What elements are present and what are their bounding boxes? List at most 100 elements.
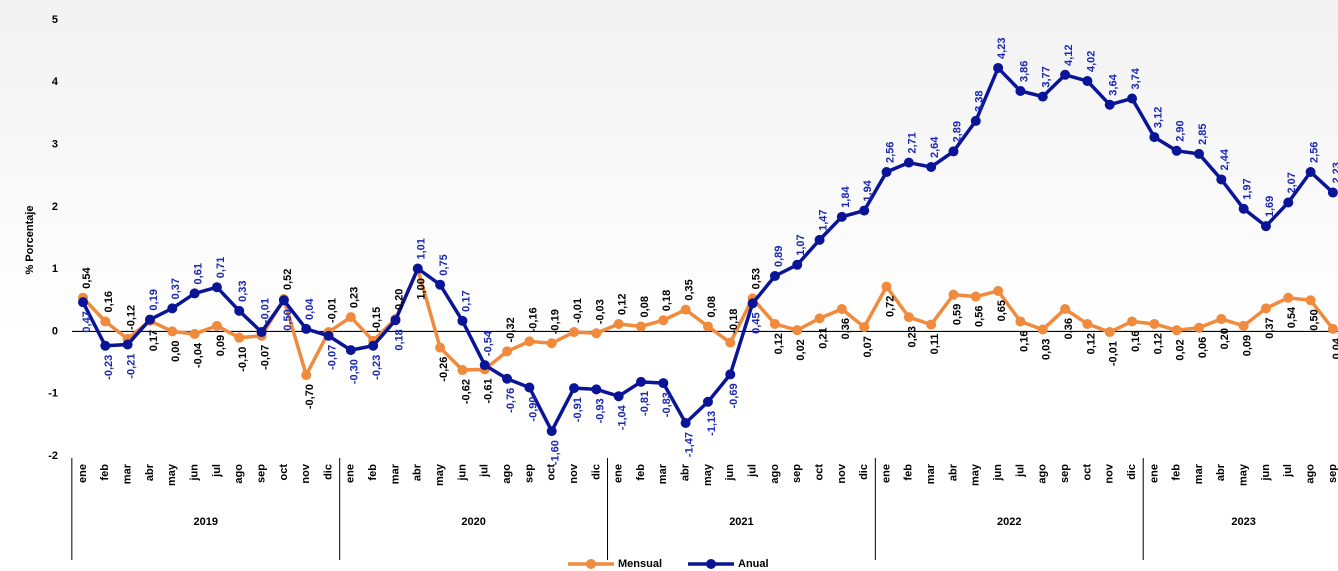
x-tick-label: ago <box>1305 464 1317 484</box>
point <box>211 320 222 331</box>
value-label: 3,77 <box>1041 66 1053 87</box>
value-label: -0,18 <box>728 309 740 334</box>
x-tick-label: jun <box>1260 464 1272 482</box>
x-tick-label: jul <box>211 464 223 478</box>
point <box>345 345 356 356</box>
point <box>881 281 892 292</box>
value-label: 2,56 <box>884 142 896 163</box>
point <box>1327 187 1338 198</box>
point <box>613 391 624 402</box>
point <box>814 313 825 324</box>
x-tick-label: abr <box>680 463 692 481</box>
point <box>301 323 312 334</box>
x-tick-label: feb <box>1171 464 1183 481</box>
point <box>1216 313 1227 324</box>
value-label: -1,04 <box>617 404 629 430</box>
value-label: 0,56 <box>974 306 986 327</box>
y-tick-label: 2 <box>52 201 58 213</box>
point <box>792 259 803 270</box>
value-label: 0,03 <box>1041 339 1053 360</box>
value-label: 0,11 <box>929 334 941 355</box>
value-label: 0,75 <box>438 254 450 275</box>
value-label: -0,70 <box>304 384 316 409</box>
value-label: 0,33 <box>237 280 249 301</box>
x-tick-label: sep <box>1327 464 1338 483</box>
point <box>390 315 401 326</box>
point <box>234 305 245 316</box>
point <box>1082 76 1093 87</box>
group-label: 2020 <box>461 516 485 528</box>
point <box>435 279 446 290</box>
point <box>457 365 468 376</box>
point <box>569 383 580 394</box>
y-tick-label: -2 <box>48 450 58 462</box>
point <box>1327 323 1338 334</box>
value-label: 1,84 <box>840 186 852 208</box>
value-label: 1,07 <box>795 234 807 255</box>
value-label: 0,50 <box>282 309 294 330</box>
value-label: 0,16 <box>103 291 115 312</box>
point <box>502 373 513 384</box>
group-label: 2023 <box>1231 516 1255 528</box>
x-tick-label: feb <box>367 464 379 481</box>
point <box>167 303 178 314</box>
point <box>1015 86 1026 97</box>
point <box>970 115 981 126</box>
x-tick-label: ago <box>233 464 245 484</box>
x-tick-label: nov <box>568 463 580 483</box>
point <box>926 319 937 330</box>
point <box>435 342 446 353</box>
y-tick-label: -1 <box>48 388 58 400</box>
point <box>702 396 713 407</box>
x-tick-label: ene <box>1148 464 1160 483</box>
x-tick-label: ene <box>880 464 892 483</box>
value-label: 2,90 <box>1175 120 1187 141</box>
x-tick-label: may <box>434 463 446 486</box>
point <box>881 166 892 177</box>
value-label: 1,47 <box>817 209 829 230</box>
value-label: 1,94 <box>862 179 874 201</box>
value-label: 0,21 <box>817 327 829 348</box>
value-label: -0,01 <box>572 298 584 323</box>
x-tick-label: sep <box>255 464 267 483</box>
value-label: 0,17 <box>460 290 472 311</box>
value-label: 0,89 <box>773 246 785 267</box>
y-tick-label: 1 <box>52 263 58 275</box>
x-tick-label: ene <box>613 464 625 483</box>
x-tick-label: oct <box>278 464 290 481</box>
value-label: 0,37 <box>1264 317 1276 338</box>
value-label: 0,45 <box>751 312 763 333</box>
value-label: 0,72 <box>884 296 896 317</box>
group-label: 2019 <box>194 516 218 528</box>
point <box>769 270 780 281</box>
point <box>658 378 669 389</box>
point <box>189 328 200 339</box>
point <box>1082 318 1093 329</box>
x-tick-label: nov <box>1104 463 1116 483</box>
point <box>256 327 267 338</box>
point <box>1171 145 1182 156</box>
point <box>1260 303 1271 314</box>
point <box>211 282 222 293</box>
point <box>1216 174 1227 185</box>
value-label: 0,54 <box>81 267 93 289</box>
x-tick-label: abr <box>947 463 959 481</box>
value-label: 4,23 <box>996 38 1008 59</box>
value-label: -1,60 <box>550 440 562 465</box>
value-label: 0,16 <box>1130 330 1142 351</box>
x-tick-label: dic <box>858 464 870 480</box>
value-label: 2,56 <box>1309 142 1321 163</box>
point <box>1127 93 1138 104</box>
value-label: 0,36 <box>1063 318 1075 339</box>
point <box>859 205 870 216</box>
value-label: 2,44 <box>1219 148 1231 170</box>
group-label: 2022 <box>997 516 1021 528</box>
x-tick-label: jun <box>724 464 736 482</box>
point <box>1104 327 1115 338</box>
value-label: 2,85 <box>1197 123 1209 144</box>
point <box>1283 197 1294 208</box>
value-label: 0,02 <box>1175 339 1187 360</box>
x-tick-label: may <box>970 463 982 486</box>
x-tick-label: jul <box>479 464 491 478</box>
point <box>769 318 780 329</box>
